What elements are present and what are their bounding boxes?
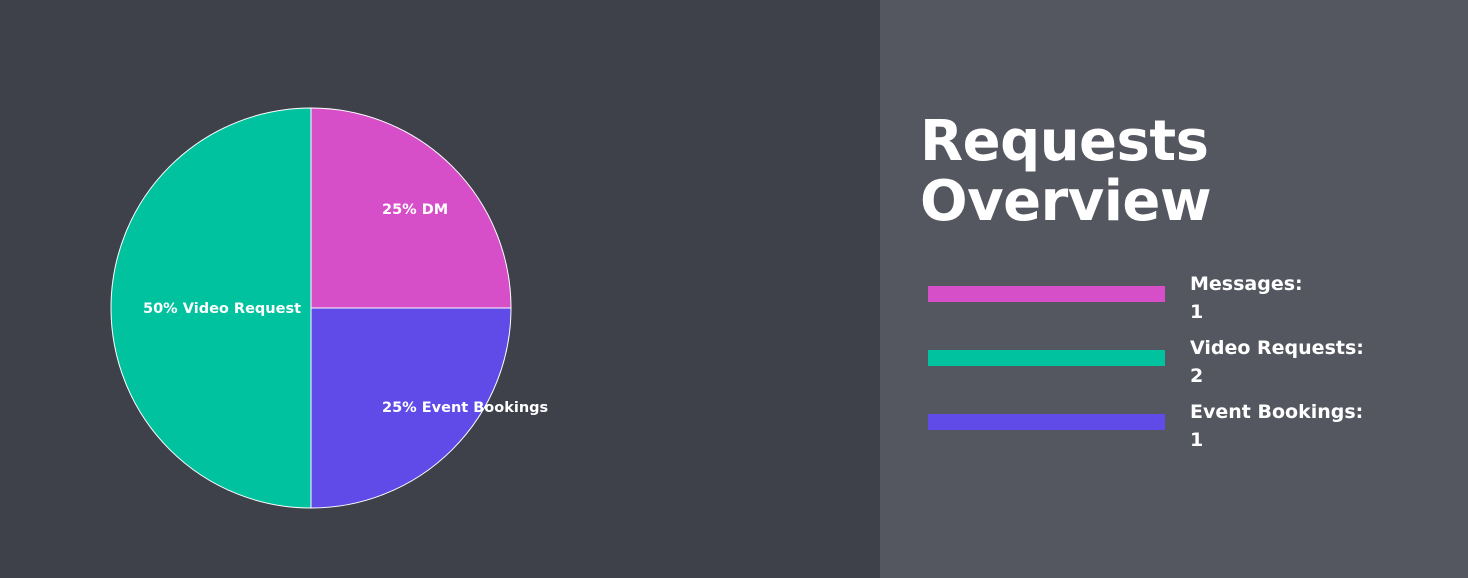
legend-text-video-requests: Video Requests: 2 bbox=[1190, 334, 1364, 390]
pie-chart: 25% DM 25% Event Bookings 50% Video Reques… bbox=[110, 107, 548, 509]
page-title: Requests Overview bbox=[920, 112, 1440, 232]
legend-label-messages: Messages: bbox=[1190, 273, 1303, 295]
legend-label-event-bookings: Event Bookings: bbox=[1190, 401, 1364, 423]
overview-side-panel: Requests Overview Messages: 1 Video Requ… bbox=[880, 0, 1468, 578]
pie-chart-panel: 25% DM 25% Event Bookings 50% Video Reques… bbox=[110, 107, 549, 509]
legend-count-event-bookings: 1 bbox=[1190, 429, 1204, 451]
legend-swatch-event-bookings bbox=[928, 414, 1165, 430]
pie-slice-labels: 25% DM 25% Event Bookings 50% Video Reques… bbox=[143, 202, 548, 416]
pie-slices bbox=[110, 107, 512, 509]
pie-slice-event-bookings bbox=[310, 307, 512, 509]
legend-item-video-requests: Video Requests: 2 bbox=[928, 334, 1428, 390]
page-title-line-2: Overview bbox=[920, 169, 1212, 234]
legend-count-video-requests: 2 bbox=[1190, 365, 1204, 387]
page-title-line-1: Requests bbox=[920, 109, 1209, 174]
legend-item-event-bookings: Event Bookings: 1 bbox=[928, 398, 1428, 454]
legend-text-messages: Messages: 1 bbox=[1190, 270, 1303, 326]
legend-item-messages: Messages: 1 bbox=[928, 270, 1428, 326]
legend-count-messages: 1 bbox=[1190, 301, 1204, 323]
legend-swatch-messages bbox=[928, 286, 1165, 302]
legend-text-event-bookings: Event Bookings: 1 bbox=[1190, 398, 1363, 454]
pie-slice-dm bbox=[310, 107, 512, 309]
legend-swatch-video-requests bbox=[928, 350, 1165, 366]
pie-slice-video-request bbox=[110, 107, 312, 509]
pie-slice-label-video-request: 50% Video Request bbox=[143, 301, 301, 317]
pie-slice-label-event-bookings: 25% Event Bookings bbox=[382, 400, 548, 416]
pie-slice-label-dm: 25% DM bbox=[382, 202, 448, 218]
legend-label-video-requests: Video Requests: bbox=[1190, 337, 1364, 359]
